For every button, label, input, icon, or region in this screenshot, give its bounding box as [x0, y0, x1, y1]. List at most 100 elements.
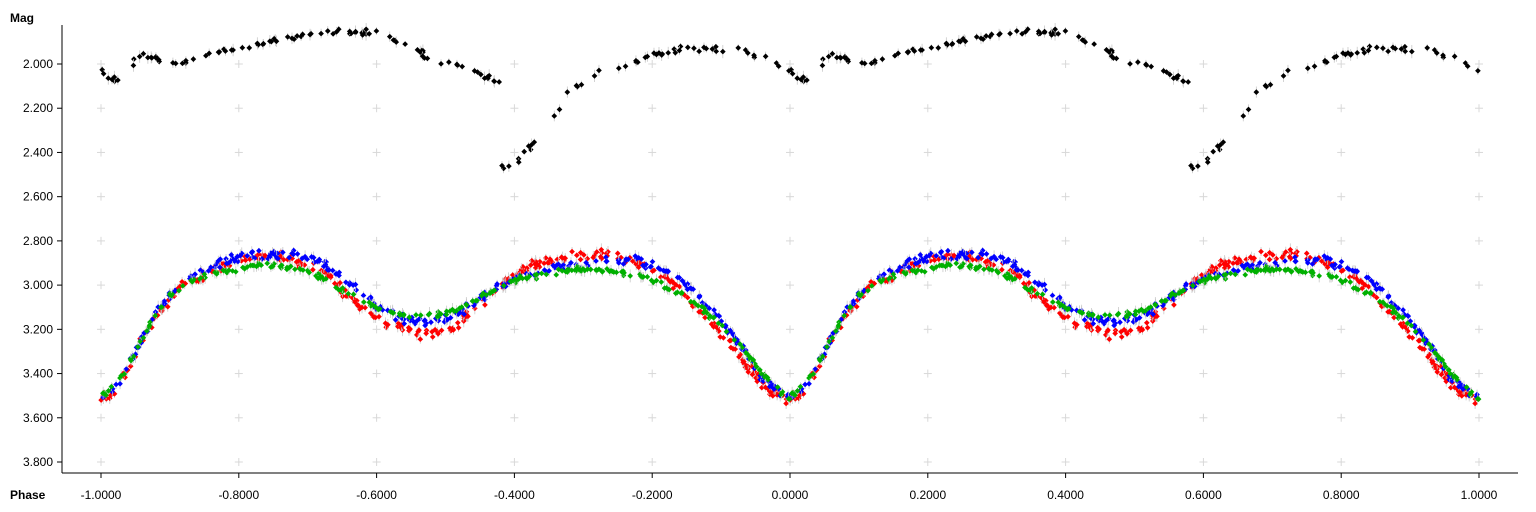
data-point — [474, 69, 481, 75]
grid-plus-marker — [1475, 369, 1483, 378]
data-point — [1118, 328, 1124, 335]
data-point — [905, 49, 911, 56]
data-point — [1245, 106, 1252, 113]
data-point — [691, 299, 697, 306]
x-tick-label: 0.4000 — [1047, 488, 1084, 502]
data-point — [797, 383, 804, 390]
data-point — [1034, 290, 1041, 297]
data-point — [568, 267, 575, 274]
data-point — [1337, 277, 1344, 284]
data-point — [591, 73, 598, 79]
data-point — [762, 384, 769, 391]
grid-plus-marker — [786, 369, 794, 378]
data-point — [740, 359, 746, 366]
data-point — [191, 271, 198, 278]
data-point — [360, 299, 367, 305]
grid-plus-marker — [1199, 325, 1208, 334]
data-point — [1127, 311, 1133, 317]
grid-plus-marker — [923, 413, 932, 422]
data-point — [649, 258, 656, 265]
data-point — [837, 55, 844, 61]
data-point — [608, 267, 614, 274]
data-point — [769, 393, 776, 399]
data-point — [223, 260, 230, 267]
grid-plus-marker — [234, 236, 243, 245]
data-point — [1272, 259, 1278, 266]
x-tick-label: -0.4000 — [494, 488, 535, 502]
data-point — [757, 367, 763, 373]
data-point — [480, 290, 487, 297]
data-point — [553, 272, 560, 278]
grid-plus-marker — [97, 60, 105, 68]
data-point — [751, 52, 757, 59]
grid-plus-marker — [786, 104, 794, 113]
data-point — [1446, 367, 1452, 373]
data-point — [304, 256, 311, 263]
data-point — [541, 260, 547, 267]
data-point — [515, 159, 522, 166]
data-point — [1035, 282, 1042, 288]
data-point — [1380, 299, 1386, 306]
data-point — [593, 266, 599, 273]
data-point — [644, 273, 651, 280]
data-point — [973, 266, 979, 273]
data-point — [1213, 265, 1219, 271]
data-point — [551, 113, 558, 119]
grid-plus-marker — [648, 458, 657, 466]
data-point — [197, 267, 204, 274]
data-point — [1292, 258, 1299, 265]
data-point — [921, 268, 928, 275]
data-point — [778, 390, 785, 397]
data-point — [678, 289, 685, 296]
data-point — [425, 311, 432, 318]
data-point — [629, 258, 636, 264]
data-point — [501, 282, 507, 289]
data-point — [1081, 317, 1088, 323]
data-point — [443, 308, 450, 315]
data-point — [1347, 279, 1354, 285]
data-point — [676, 274, 683, 281]
data-point — [983, 251, 990, 257]
grid-plus-marker — [786, 148, 794, 157]
y-tick-label: 2.800 — [23, 234, 53, 248]
data-point — [1055, 299, 1062, 306]
data-point — [1392, 310, 1399, 316]
data-point — [1261, 266, 1268, 273]
grid-plus-marker — [1337, 60, 1346, 68]
data-point — [152, 312, 159, 319]
data-point — [584, 266, 591, 273]
data-point — [625, 256, 632, 263]
data-point — [310, 266, 316, 273]
data-point — [352, 28, 359, 35]
data-point — [906, 256, 913, 263]
data-point — [1402, 43, 1408, 50]
data-point — [915, 267, 921, 274]
data-point — [800, 74, 807, 80]
data-point — [533, 271, 540, 278]
grid-plus-marker — [923, 281, 932, 290]
data-point — [983, 33, 989, 39]
grid-plus-marker — [1475, 104, 1483, 113]
data-point — [352, 281, 359, 288]
data-point — [1455, 388, 1462, 395]
grid-plus-marker — [234, 192, 243, 201]
grid-plus-marker — [510, 104, 519, 113]
data-point — [1365, 283, 1372, 290]
data-point — [868, 283, 875, 289]
data-point — [1426, 341, 1432, 347]
data-point — [620, 261, 627, 267]
data-point — [979, 251, 986, 258]
data-point — [859, 59, 865, 66]
data-point — [1266, 249, 1273, 256]
data-point — [1262, 82, 1269, 89]
data-point — [1035, 28, 1042, 35]
data-point — [135, 344, 141, 350]
data-point — [715, 320, 722, 327]
data-point — [1288, 269, 1295, 275]
data-point — [523, 275, 530, 282]
data-point — [128, 357, 134, 364]
data-point — [232, 268, 239, 275]
data-point — [461, 311, 467, 318]
data-point — [835, 322, 842, 329]
data-point — [490, 288, 497, 294]
